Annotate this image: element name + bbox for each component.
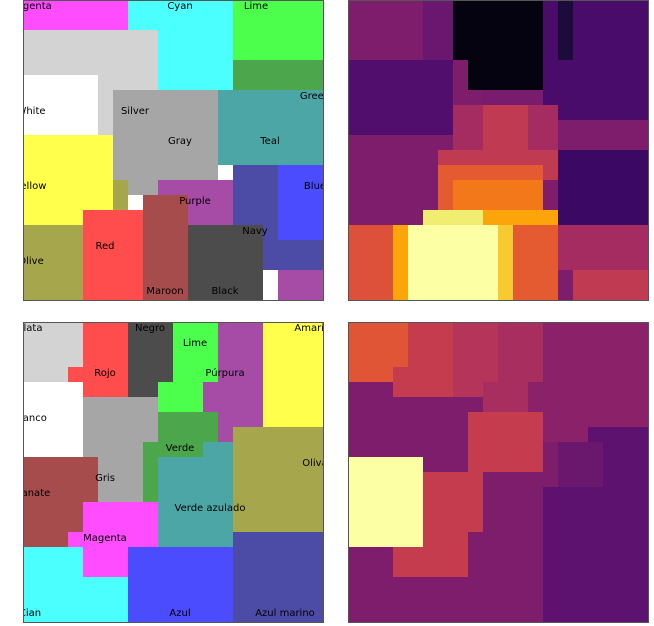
label-magenta: Magenta: [83, 533, 127, 544]
label-granate: Granate: [23, 488, 51, 499]
label-olive: Olive: [23, 256, 44, 267]
label-purple: Purple: [179, 196, 211, 207]
region-white: [23, 75, 98, 135]
spanish-map-regions: [23, 322, 323, 622]
label-gris: Gris: [95, 473, 115, 484]
label-teal: Teal: [260, 136, 280, 147]
label-maroon: Maroon: [146, 286, 184, 297]
label-azul-marino: Azul marino: [255, 608, 315, 619]
label-yellow: Yellow: [23, 181, 47, 192]
label-negro: Negro: [135, 323, 165, 334]
label-verde-azulado: Verde azulado: [174, 503, 246, 514]
english-heatmap: [348, 0, 648, 300]
label-lime: Lime: [243, 1, 269, 12]
english-color-map: Magenta Cyan Lime White Silver Green Gra…: [23, 0, 323, 300]
label-green: Green: [299, 91, 323, 102]
region-olive: [23, 225, 83, 300]
region-olive-b: [113, 180, 128, 210]
label-white: White: [23, 106, 46, 117]
label-lime: Lime: [182, 338, 208, 349]
label-amarillo: Amarillo: [294, 323, 323, 334]
region-maroon: [143, 195, 188, 300]
spanish-heatmap-cells: [348, 322, 648, 622]
region-azul-marino: [233, 532, 323, 622]
region-red: [83, 210, 143, 300]
label-gray: Gray: [168, 136, 192, 147]
region-oliva: [233, 427, 323, 532]
label-oliva: Oliva: [302, 458, 323, 469]
label-red: Red: [95, 241, 115, 252]
spanish-heatmap: [348, 322, 648, 622]
region-gray: [113, 90, 218, 195]
region-teal: [203, 90, 323, 165]
label-black: Black: [211, 286, 239, 297]
region-blanco: [23, 382, 83, 457]
label-verde: Verde: [165, 443, 195, 454]
english-heatmap-cells: [348, 0, 648, 300]
label-purpura: Púrpura: [205, 368, 245, 379]
region-azul: [128, 547, 233, 622]
region-black: [188, 225, 263, 300]
label-cian: Cian: [23, 608, 42, 619]
region-purple-b: [278, 270, 323, 300]
english-map-regions: [23, 0, 323, 300]
label-navy: Navy: [242, 226, 268, 237]
label-plata: Plata: [23, 323, 43, 334]
spanish-color-map: Plata Negro Amarillo Lime Rojo Púrpura B…: [23, 322, 323, 622]
label-rojo: Rojo: [94, 368, 116, 379]
label-blue: Blue: [303, 181, 323, 192]
label-silver: Silver: [120, 106, 150, 117]
label-azul: Azul: [169, 608, 191, 619]
region-amarillo: [263, 322, 323, 427]
label-blanco: Blanco: [23, 413, 47, 424]
label-magenta: Magenta: [23, 1, 52, 12]
label-cyan: Cyan: [167, 1, 193, 12]
region-lime-b: [158, 382, 188, 412]
